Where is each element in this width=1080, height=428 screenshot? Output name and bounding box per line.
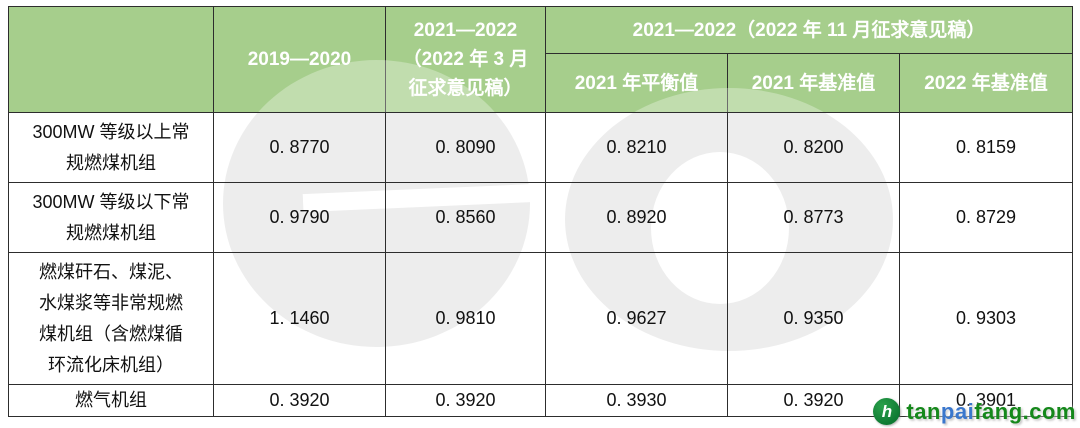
tanpaifang-site-text: tanpaifang.com bbox=[906, 399, 1076, 425]
cell-value: 0. 8090 bbox=[385, 112, 546, 183]
table-row: 300MW 等级以上常 规燃煤机组 0. 8770 0. 8090 0. 821… bbox=[8, 112, 1074, 183]
brand-text-part: fang bbox=[974, 398, 1023, 424]
cell-value: 0. 8729 bbox=[898, 182, 1074, 253]
table-row: 燃煤矸石、煤泥、 水煤浆等非常规燃 煤机组（含燃煤循 环流化床机组） 1. 14… bbox=[8, 252, 1074, 385]
cell-value: 0. 9790 bbox=[213, 182, 386, 253]
cell-value: 0. 8773 bbox=[727, 182, 900, 253]
header-line: 征求意见稿） bbox=[408, 78, 523, 99]
header-line: （2022 年 3 月 bbox=[402, 49, 529, 70]
column-header-2021-benchmark-value: 2021 年基准值 bbox=[727, 53, 900, 113]
cell-value: 0. 8210 bbox=[545, 112, 728, 183]
tanpaifang-watermark: h tanpaifang.com bbox=[873, 398, 1076, 425]
cell-value: 0. 3920 bbox=[385, 384, 546, 417]
column-header-2021-balance-value: 2021 年平衡值 bbox=[545, 53, 728, 113]
cell-value: 0. 8200 bbox=[727, 112, 900, 183]
row-label-line: 环流化床机组） bbox=[48, 354, 174, 375]
cell-value: 0. 9627 bbox=[545, 252, 728, 385]
cell-value: 0. 8560 bbox=[385, 182, 546, 253]
cell-value: 1. 1460 bbox=[213, 252, 386, 385]
cell-value: 0. 9303 bbox=[898, 252, 1074, 385]
cell-value: 0. 8770 bbox=[213, 112, 386, 183]
cell-value: 0. 3901 bbox=[898, 384, 1074, 417]
row-label-line: 规燃煤机组 bbox=[66, 152, 156, 173]
cell-value: 0. 3920 bbox=[727, 384, 900, 417]
corner-blank-cell bbox=[8, 6, 214, 113]
brand-text-part: .com bbox=[1022, 398, 1076, 424]
brand-text-part: pai bbox=[940, 398, 975, 424]
column-header-2021-2022-march-draft: 2021—2022 （2022 年 3 月 征求意见稿） bbox=[385, 6, 546, 113]
cell-value: 0. 9810 bbox=[385, 252, 546, 385]
cell-value: 0. 8920 bbox=[545, 182, 728, 253]
header-line: 2021—2022 bbox=[413, 20, 518, 41]
row-label-line: 煤机组（含燃煤循 bbox=[39, 323, 183, 344]
row-label-line: 燃煤矸石、煤泥、 bbox=[39, 261, 183, 282]
cell-value: 0. 3920 bbox=[213, 384, 386, 417]
row-label-line: 300MW 等级以上常 bbox=[32, 121, 190, 142]
brand-text-part: tan bbox=[906, 398, 941, 424]
row-label-line: 水煤浆等非常规燃 bbox=[39, 292, 183, 313]
row-label-below-300mw: 300MW 等级以下常 规燃煤机组 bbox=[8, 182, 214, 253]
row-label-gas-units: 燃气机组 bbox=[8, 384, 214, 417]
group-header-2021-2022-november-draft: 2021—2022（2022 年 11 月征求意见稿） bbox=[544, 6, 1074, 54]
column-header-2019-2020: 2019—2020 bbox=[213, 6, 386, 113]
cell-value: 0. 9350 bbox=[727, 252, 900, 385]
row-label-300mw-and-above: 300MW 等级以上常 规燃煤机组 bbox=[8, 112, 214, 183]
row-label-line: 规燃煤机组 bbox=[66, 222, 156, 243]
cell-value: 0. 8159 bbox=[898, 112, 1074, 183]
benchmark-table: 2019—2020 2021—2022 （2022 年 3 月 征求意见稿） 2… bbox=[8, 6, 1074, 417]
table-row: 燃气机组 0. 3920 0. 3920 0. 3930 0. 3920 0. … bbox=[8, 384, 1074, 417]
row-label-line: 燃气机组 bbox=[75, 390, 147, 410]
row-label-unconventional-coal-units: 燃煤矸石、煤泥、 水煤浆等非常规燃 煤机组（含燃煤循 环流化床机组） bbox=[8, 252, 214, 385]
cell-value: 0. 3930 bbox=[545, 384, 728, 417]
table-row: 300MW 等级以下常 规燃煤机组 0. 9790 0. 8560 0. 892… bbox=[8, 182, 1074, 253]
tanpaifang-logo-icon: h bbox=[873, 398, 901, 425]
column-header-2022-benchmark-value: 2022 年基准值 bbox=[898, 53, 1074, 113]
row-label-line: 300MW 等级以下常 bbox=[32, 191, 190, 212]
